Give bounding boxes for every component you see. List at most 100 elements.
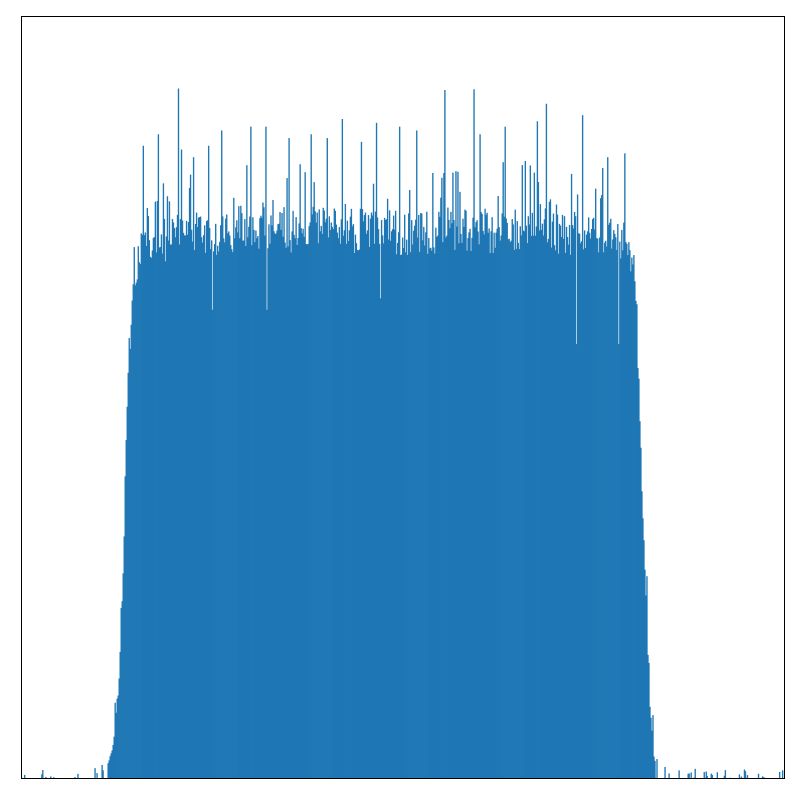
histogram-bar bbox=[247, 237, 249, 780]
histogram-bar bbox=[571, 225, 574, 779]
histogram-bar bbox=[468, 232, 470, 779]
histogram-bar bbox=[145, 245, 148, 779]
histogram-bar bbox=[483, 234, 485, 780]
histogram-bar bbox=[530, 235, 533, 780]
histogram-bar bbox=[430, 247, 432, 779]
histogram-bar bbox=[528, 224, 531, 779]
histogram-bar bbox=[150, 257, 153, 779]
histogram-bar bbox=[505, 218, 507, 779]
histogram-bar bbox=[490, 231, 492, 779]
histogram-bar bbox=[512, 224, 514, 779]
histogram-bar bbox=[171, 218, 174, 779]
histogram-bar bbox=[649, 706, 651, 779]
histogram-bar bbox=[356, 249, 359, 780]
histogram-bar bbox=[529, 165, 532, 780]
histogram-bar bbox=[138, 262, 140, 780]
histogram-bar bbox=[265, 126, 267, 779]
histogram-bars bbox=[24, 88, 784, 780]
histogram-bar bbox=[455, 171, 457, 779]
histogram-bar bbox=[711, 775, 713, 779]
histogram-bar bbox=[133, 247, 135, 780]
histogram-bar bbox=[508, 238, 510, 779]
histogram-bar bbox=[292, 210, 294, 779]
histogram-bar bbox=[156, 200, 159, 780]
histogram-bar bbox=[331, 226, 333, 780]
histogram-bar bbox=[484, 208, 486, 779]
histogram-bar bbox=[516, 221, 518, 779]
histogram-bar bbox=[422, 240, 424, 779]
histogram-bar bbox=[519, 226, 521, 779]
histogram-bar bbox=[315, 222, 317, 779]
histogram-bar bbox=[705, 771, 707, 779]
histogram-bar bbox=[169, 244, 172, 780]
histogram-bar bbox=[245, 246, 247, 780]
histogram-bar bbox=[406, 239, 408, 779]
histogram-bar bbox=[313, 182, 315, 779]
histogram-bar bbox=[630, 271, 632, 779]
histogram-bar bbox=[466, 250, 468, 779]
histogram-bar bbox=[664, 766, 666, 779]
histogram-bar bbox=[496, 228, 498, 779]
histogram-bar bbox=[554, 250, 557, 779]
histogram-bar bbox=[251, 245, 253, 779]
histogram-bar bbox=[198, 217, 201, 779]
histogram-bar bbox=[509, 242, 511, 779]
histogram-bar bbox=[542, 235, 545, 780]
histogram-bar bbox=[353, 252, 356, 780]
histogram-bar bbox=[634, 281, 636, 779]
histogram-bar bbox=[417, 237, 419, 779]
histogram-bar bbox=[326, 138, 328, 779]
histogram-bar bbox=[622, 250, 624, 780]
histogram-bar bbox=[319, 231, 321, 779]
histogram-bar bbox=[155, 252, 158, 779]
histogram-bar bbox=[277, 224, 279, 779]
histogram-bar bbox=[341, 119, 344, 779]
histogram-bar bbox=[167, 240, 170, 779]
histogram-bar bbox=[470, 250, 472, 780]
histogram-bar bbox=[611, 248, 613, 780]
histogram-bar bbox=[357, 250, 360, 780]
histogram-bar bbox=[535, 226, 538, 779]
histogram-bar bbox=[332, 229, 334, 779]
histogram-bar bbox=[544, 208, 547, 780]
histogram-bar bbox=[260, 215, 262, 779]
histogram-bar bbox=[412, 244, 414, 780]
histogram-bar bbox=[177, 88, 180, 780]
histogram-bar bbox=[172, 222, 175, 779]
histogram-bar bbox=[541, 223, 544, 779]
histogram-bar bbox=[246, 165, 248, 779]
histogram-bar bbox=[217, 245, 219, 779]
histogram-bar bbox=[601, 195, 603, 780]
histogram-bar bbox=[570, 173, 573, 780]
histogram-bar bbox=[195, 212, 198, 779]
histogram-bar bbox=[379, 298, 382, 779]
histogram-bar bbox=[235, 227, 237, 779]
histogram-bar bbox=[469, 228, 471, 780]
histogram-bar bbox=[391, 229, 394, 779]
histogram-bar bbox=[521, 165, 523, 780]
histogram-bar bbox=[646, 576, 648, 779]
histogram-bar bbox=[511, 219, 513, 780]
histogram-bar bbox=[744, 771, 747, 779]
histogram-bar bbox=[301, 233, 303, 779]
histogram-bar bbox=[131, 300, 133, 779]
histogram-bar bbox=[275, 233, 277, 779]
histogram-bar bbox=[179, 219, 182, 779]
histogram-bar bbox=[115, 712, 117, 779]
histogram-bar bbox=[539, 204, 542, 780]
histogram-bar bbox=[606, 246, 608, 779]
histogram-bar bbox=[330, 222, 332, 779]
histogram-bar bbox=[461, 242, 463, 779]
histogram-bar bbox=[458, 243, 460, 779]
histogram-bar bbox=[429, 248, 431, 780]
histogram-bar bbox=[175, 227, 178, 780]
histogram-bar bbox=[587, 217, 590, 780]
histogram-bar bbox=[456, 226, 458, 779]
histogram-bar bbox=[480, 211, 482, 779]
histogram-bar bbox=[241, 213, 243, 779]
histogram-bar bbox=[640, 447, 642, 779]
histogram-bar bbox=[373, 243, 376, 780]
histogram-bar bbox=[427, 253, 429, 779]
histogram-bar bbox=[202, 235, 205, 780]
